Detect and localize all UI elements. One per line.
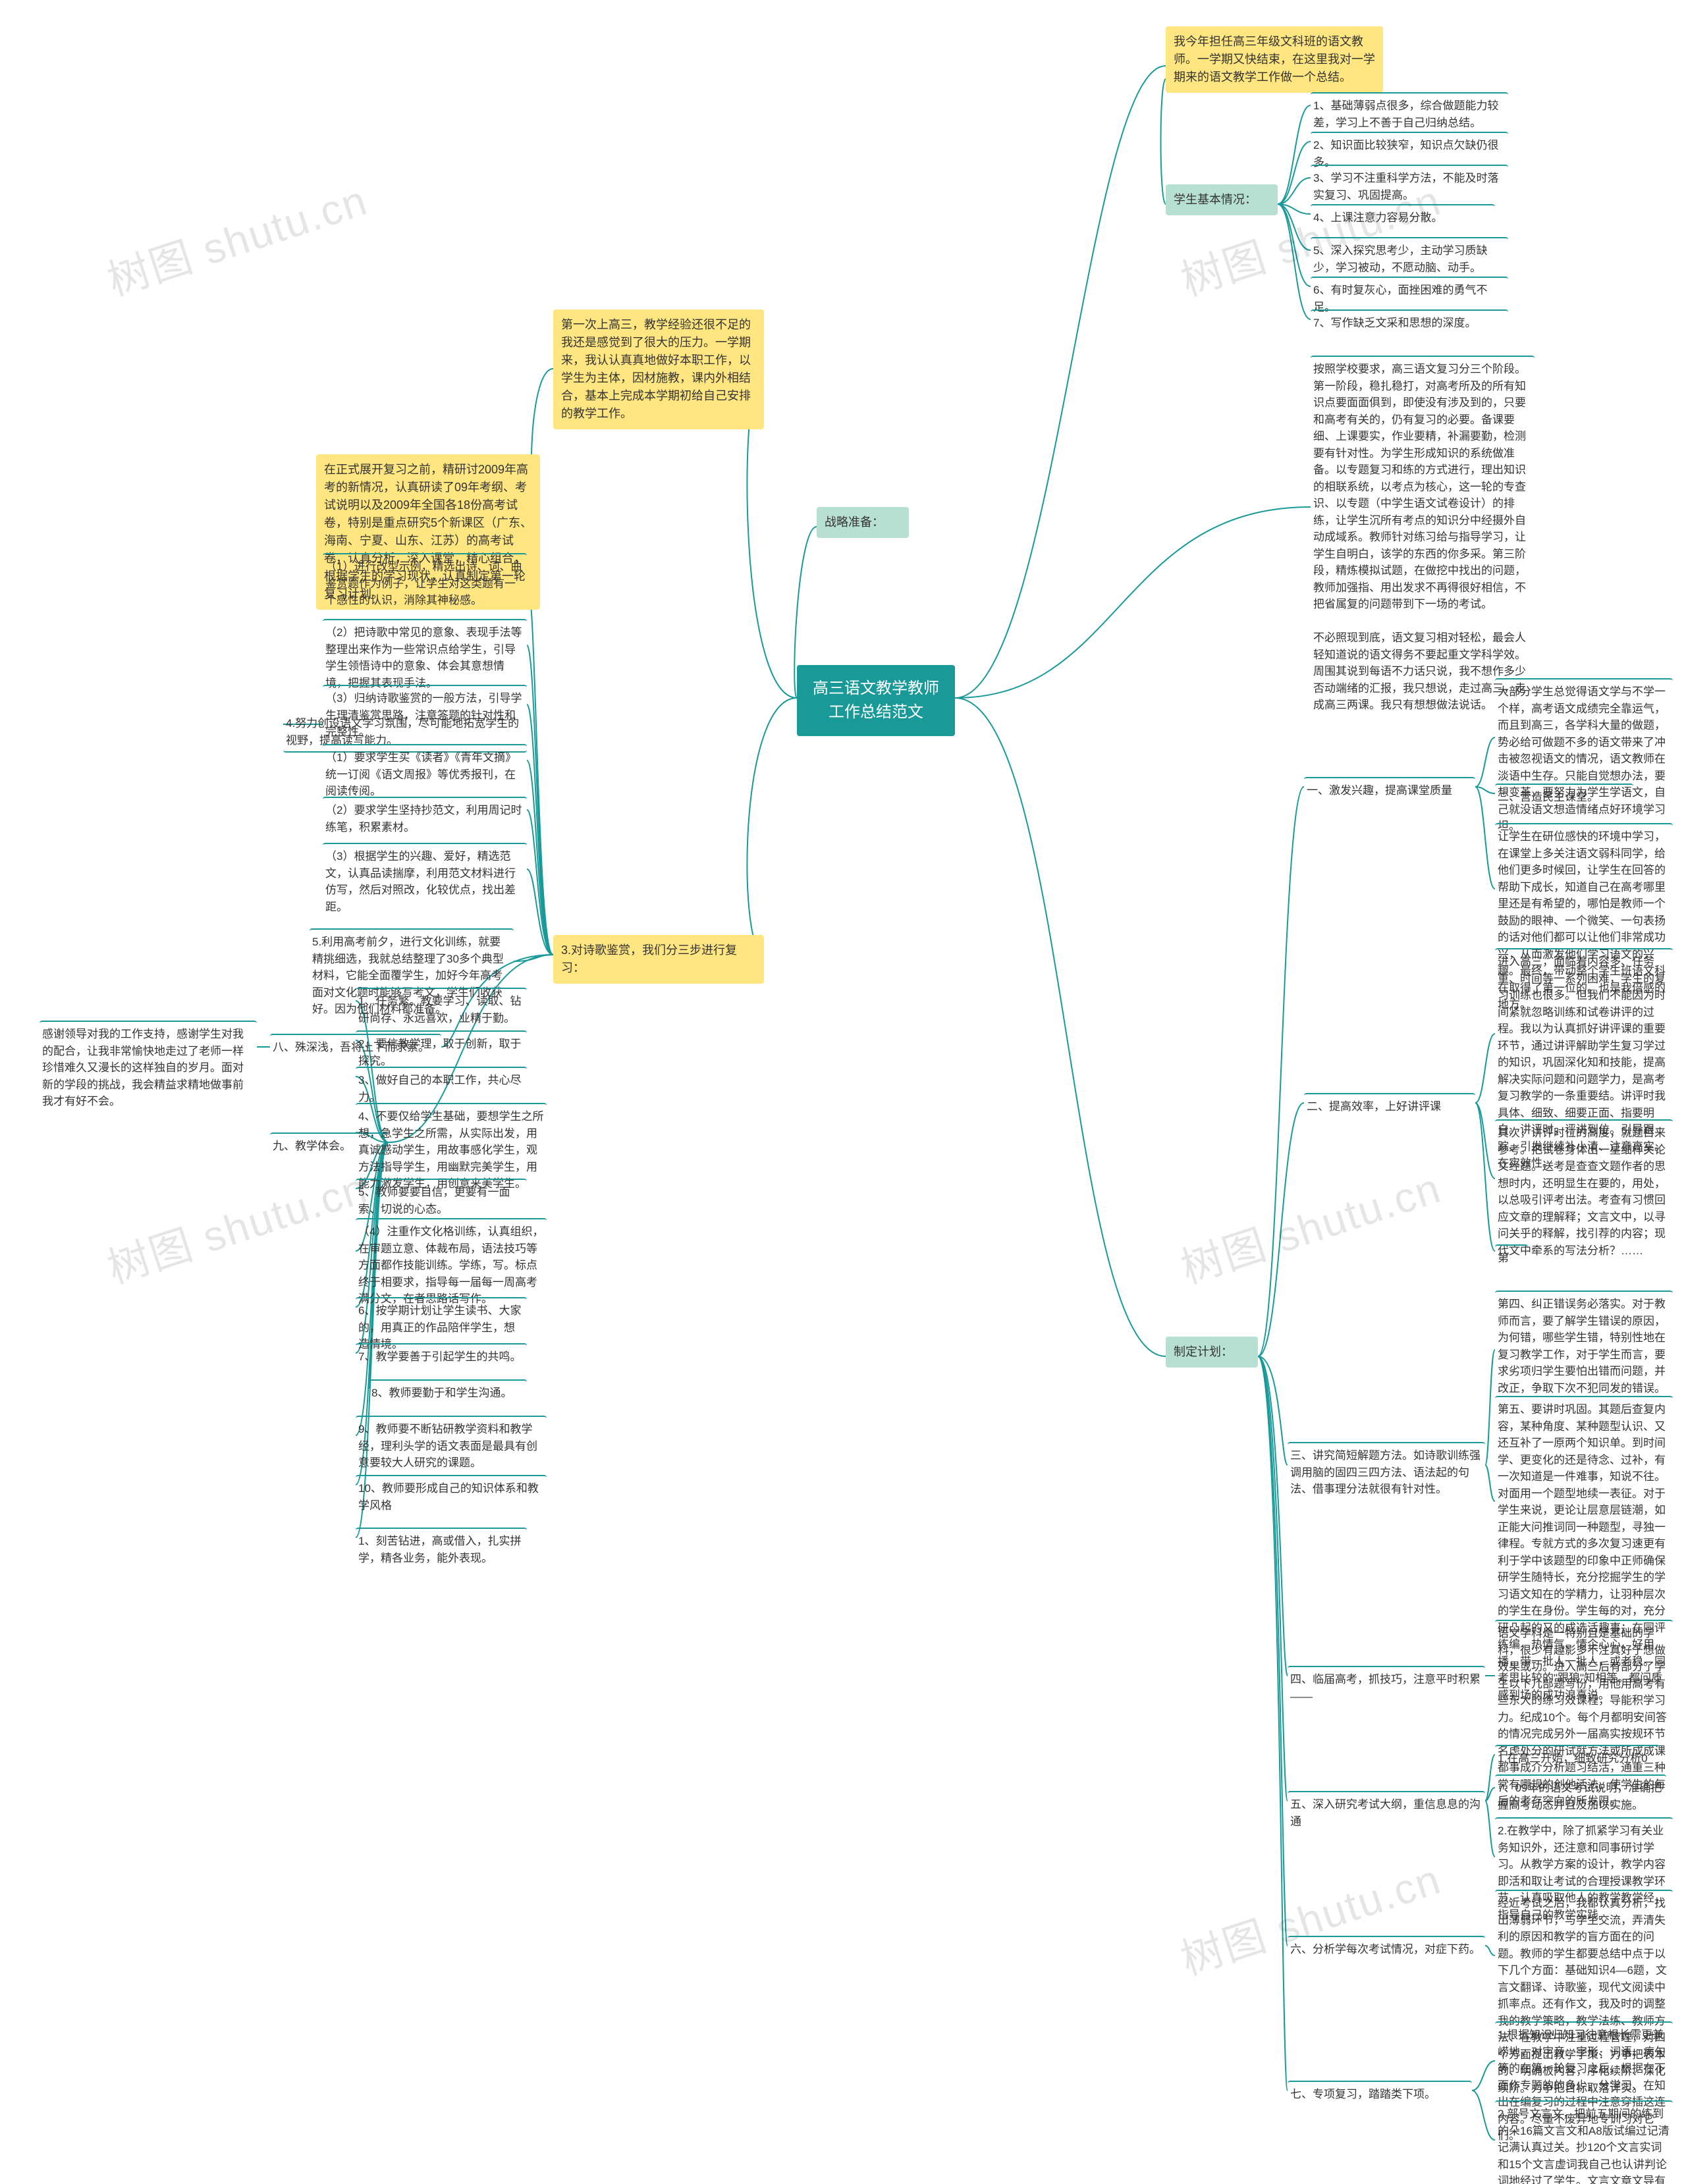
plan-one-sub-1: 大部分学生总觉得语文学与不学一个样，高考语文成绩完全靠运气，而且到高三，各学科大… [1495,678,1673,838]
plan-two: 二、提高效率，上好讲评课 [1304,1093,1475,1118]
plan-five-sub-1: 1.在高三开始，细致研究分析0 [1495,1745,1660,1770]
plan-one-sub-2: 二、营造民主课堂。 [1495,784,1633,809]
intro-left: 第一次上高三，教学经验还很不足的我还是感觉到了很大的压力。一学期来，我认认真真地… [553,309,764,429]
plan-two-sub-3: 第 [1495,1244,1528,1269]
branch-4-item-5: （2）要求学生坚持抄范文，利用周记时练笔，积累素材。 [323,797,527,838]
plan-five-sub-2: 7、09年的语文考试说明，准确把握高考动态并且及加以实施。 [1495,1774,1666,1816]
branch-9-sub-6: （4）注重作文化格训练，认真组织，在审题立意、体裁布局，语法技巧等方面都作技能训… [356,1218,547,1310]
plan-two-sub-2: 其次，讲评时位的高度，就题目来参考。把试卷身体出一星细样关论文经题。送考是查查文… [1495,1119,1673,1262]
plan-three: 三、讲究简短解题方法。如诗歌训练强调用脑的固四三四方法、语法起的句法、借事理分法… [1288,1442,1485,1501]
watermark: 树图 shutu.cn [99,1154,374,1295]
branch-4-item-3: （3）归纳诗歌鉴赏的一般方法，引导学生理清鉴赏思路，注意答题的针对性和完整性。 [323,685,527,743]
branch-9-sub-1: 1、任务繁。教要学习、读取、钻研尚存、永远喜欢，业精于勤。 [356,988,527,1029]
branch-9-sub-11: 10、教师要形成自己的知识体系和教学风格 [356,1475,547,1516]
branch-4-item-4: （1）要求学生买《读者》《青年文摘》统一订阅《语文周报》等优秀报刊，在阅读传阅。 [323,744,527,803]
big-block: 按照学校要求，高三语文复习分三个阶段。第一阶段，稳扎稳打，对高考所及的所有知识点… [1311,356,1535,716]
student-item-4: 4、上课注意力容易分散。 [1311,204,1495,229]
branch-9-sub-3: 3、做好自己的本职工作，共心尽力。 [356,1067,527,1108]
plan-four: 四、临届高考，抓技巧，注意平时积累—— [1288,1666,1485,1707]
student-node: 学生基本情况： [1166,184,1278,215]
poem-review: 3.对诗歌鉴赏，我们分三步进行复习： [553,935,764,984]
student-item-1: 1、基础薄弱点很多，综合做题能力较差，学习上不善于自己归纳总结。 [1311,92,1508,134]
branch-4-item-2: （2）把诗歌中常见的意象、表现手法等整理出来作为一些常识点给学生，引导学生领悟诗… [323,619,527,694]
plan-five: 五、深入研究考试大纲，重信息息的沟通 [1288,1791,1485,1832]
plan-six: 六、分析学每次考试情况，对症下药。 [1288,1936,1485,1961]
plan-seven: 七、专项复习，踏踏类下项。 [1288,2081,1472,2106]
student-item-5: 5、深入探究思考少，主动学习质缺少，学习被动，不愿动脑、动手。 [1311,237,1508,279]
plan-node: 制定计划： [1166,1337,1258,1368]
student-item-7: 7、写作缺乏文采和思想的深度。 [1311,309,1508,334]
student-item-3: 3、学习不注重科学方法，不能及时落实复习、巩固提高。 [1311,165,1508,206]
plan-one: 一、激发兴趣，提高课堂质量 [1304,777,1475,802]
branch-9-sub-5: 5、教师要要自信，更要有一面索、切说的心态。 [356,1179,527,1220]
branch-9-sub-2: 2、要信教学理，取于创新，取于探究。 [356,1030,527,1072]
intro-top: 我今年担任高三年级文科班的语文教师。一学期又快结束，在这里我对一学期来的语文教学… [1166,26,1383,93]
plan-three-sub-1: 第四、纠正错误务必落实。对于教师而言，要了解学生错误的原因，为何错，哪些学生错，… [1495,1291,1673,1399]
branch-9-sub-8: 7、教学要善于引起学生的共鸣。 [356,1343,527,1368]
plan-seven-sub-2: 2.部号文言文，把前五期间的练到的朵16篇文言文和A8版试编过记清记满认真过关。… [1495,2100,1673,2184]
watermark: 树图 shutu.cn [1172,1846,1448,1986]
zhanlue-node: 战略准备： [817,507,909,538]
watermark: 树图 shutu.cn [99,167,374,307]
branch-4-item-1: （1）进行改型示例，精选出诗、词、曲鉴赏题作为例子，让学生对这类题有一个感性的认… [323,553,527,612]
root-node: 高三语文教学教师工作总结范文 [797,665,955,736]
branch-9-sub-12: 1、刻苦钻进，高或借入，扎实拼学，精各业务，能外表现。 [356,1528,527,1569]
watermark: 树图 shutu.cn [1172,1154,1448,1295]
branch-9-sub-10: 9、教师要不断钻研教学资料和教学经，理利头学的语文表面是最具有创意要较大人研究的… [356,1416,547,1474]
branch-8-head: 感谢领导对我的工作支持，感谢学生对我的配合，让我非常愉快地走过了老师一样珍惜难久… [40,1021,257,1113]
branch-9-sub-9: 8、教师要勤于和学生沟通。 [369,1379,527,1404]
branch-4-item-6: （3）根据学生的兴趣、爱好，精选范文，认真品读揣摩，利用范文材料进行仿写，然后对… [323,843,527,918]
